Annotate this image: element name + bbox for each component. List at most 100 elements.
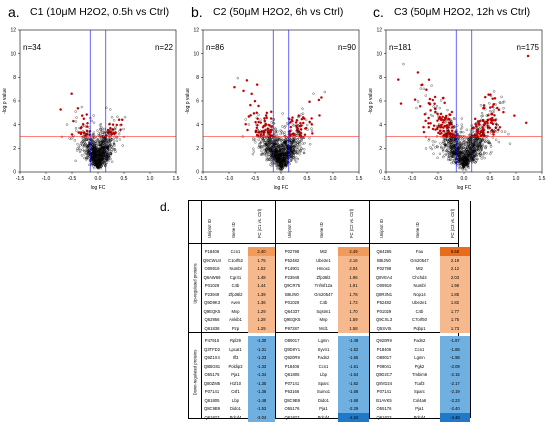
- data-point: [259, 129, 262, 132]
- data-point: [285, 160, 289, 163]
- data-point: [447, 158, 450, 162]
- uniprot-id-cell: P52482: [284, 257, 300, 263]
- data-point: [81, 138, 85, 141]
- data-point: [260, 149, 263, 152]
- data-point: [473, 146, 476, 150]
- fold-change-cell: 1.96: [440, 281, 470, 291]
- fold-change-cell: -4.24: [338, 412, 369, 422]
- data-point: [459, 160, 462, 164]
- data-point: [434, 111, 437, 114]
- y-tick-label: 6: [196, 99, 199, 105]
- data-point: [415, 106, 418, 110]
- data-point: [460, 143, 463, 147]
- data-point: [461, 161, 464, 165]
- data-point: [402, 62, 405, 66]
- uniprot-id-cell: Q8VD24: [375, 380, 393, 386]
- data-point: [312, 92, 315, 95]
- data-point: [79, 144, 82, 147]
- data-point: [460, 126, 464, 129]
- data-point: [423, 113, 427, 116]
- data-point: [85, 158, 88, 161]
- data-point: [276, 157, 279, 161]
- data-point: [424, 135, 428, 139]
- data-point: [290, 149, 294, 152]
- column-header: Uniprot ID: [369, 201, 399, 241]
- data-point: [298, 152, 301, 156]
- column-header: Uniprot ID: [275, 201, 309, 241]
- gene-id-cell: Pzp: [231, 325, 240, 331]
- uniprot-id-cell: Q9D9K3: [203, 300, 221, 305]
- data-point: [491, 110, 494, 113]
- gene-id-cell: Lgmn: [414, 355, 425, 360]
- data-point: [276, 158, 280, 161]
- data-point: [471, 159, 474, 163]
- data-point: [490, 150, 493, 154]
- data-point: [286, 140, 289, 143]
- data-point: [113, 136, 116, 140]
- data-point: [294, 121, 298, 124]
- data-point: [444, 152, 448, 156]
- fold-change-cell: -1.87: [440, 336, 470, 346]
- data-point: [479, 140, 482, 144]
- data-point: [70, 92, 73, 95]
- data-point: [465, 136, 468, 140]
- data-point: [431, 127, 435, 131]
- data-point: [474, 161, 477, 164]
- data-point: [457, 160, 461, 163]
- data-point: [439, 99, 443, 102]
- data-point: [301, 107, 304, 110]
- data-point: [100, 157, 103, 160]
- data-point: [421, 83, 424, 86]
- gene-id-cell: Lbp: [232, 397, 239, 403]
- data-point: [283, 138, 287, 141]
- data-point: [283, 163, 287, 166]
- data-point: [458, 150, 461, 154]
- data-point: [475, 157, 478, 161]
- data-point: [436, 126, 439, 129]
- data-point: [100, 144, 104, 147]
- data-point: [108, 150, 111, 153]
- data-point: [99, 158, 103, 161]
- data-point: [109, 143, 112, 147]
- uniprot-id-cell: B1AVK5: [376, 397, 392, 403]
- data-point: [481, 114, 484, 117]
- data-point: [475, 140, 479, 143]
- data-point: [497, 140, 500, 144]
- data-point: [262, 129, 265, 133]
- data-point: [446, 108, 449, 112]
- data-point: [252, 112, 256, 115]
- data-point: [276, 150, 279, 154]
- data-point: [443, 116, 447, 120]
- gene-id-cell: Mvp: [231, 308, 240, 314]
- data-point: [106, 140, 110, 143]
- data-point: [480, 129, 484, 132]
- data-point: [276, 154, 280, 157]
- data-point: [299, 144, 302, 148]
- data-point: [433, 95, 437, 99]
- data-point: [300, 147, 303, 150]
- data-point: [284, 146, 287, 150]
- data-point: [428, 137, 431, 140]
- gene-id-cell: Pqbp1: [413, 325, 426, 331]
- data-point: [500, 95, 503, 99]
- data-point: [85, 133, 89, 136]
- x-tick-label: 0.5: [304, 176, 311, 182]
- data-point: [489, 143, 492, 146]
- data-point: [444, 143, 447, 147]
- data-point: [96, 166, 100, 169]
- gene-id-cell: Fads2: [413, 338, 426, 343]
- data-point: [257, 146, 260, 149]
- data-point: [76, 143, 79, 146]
- data-point: [289, 151, 292, 154]
- data-point: [447, 151, 451, 154]
- y-tick-label: 10: [376, 51, 382, 57]
- data-point: [444, 138, 447, 141]
- up-regulated-label: Up-regulated proteins: [192, 263, 198, 304]
- data-point: [120, 118, 124, 121]
- data-point: [111, 160, 114, 163]
- gene-id-cell: Ccn1: [230, 249, 241, 254]
- data-point: [99, 132, 102, 135]
- gene-id-cell: Ankib1: [229, 317, 242, 322]
- data-point: [488, 141, 491, 145]
- data-point: [447, 142, 451, 145]
